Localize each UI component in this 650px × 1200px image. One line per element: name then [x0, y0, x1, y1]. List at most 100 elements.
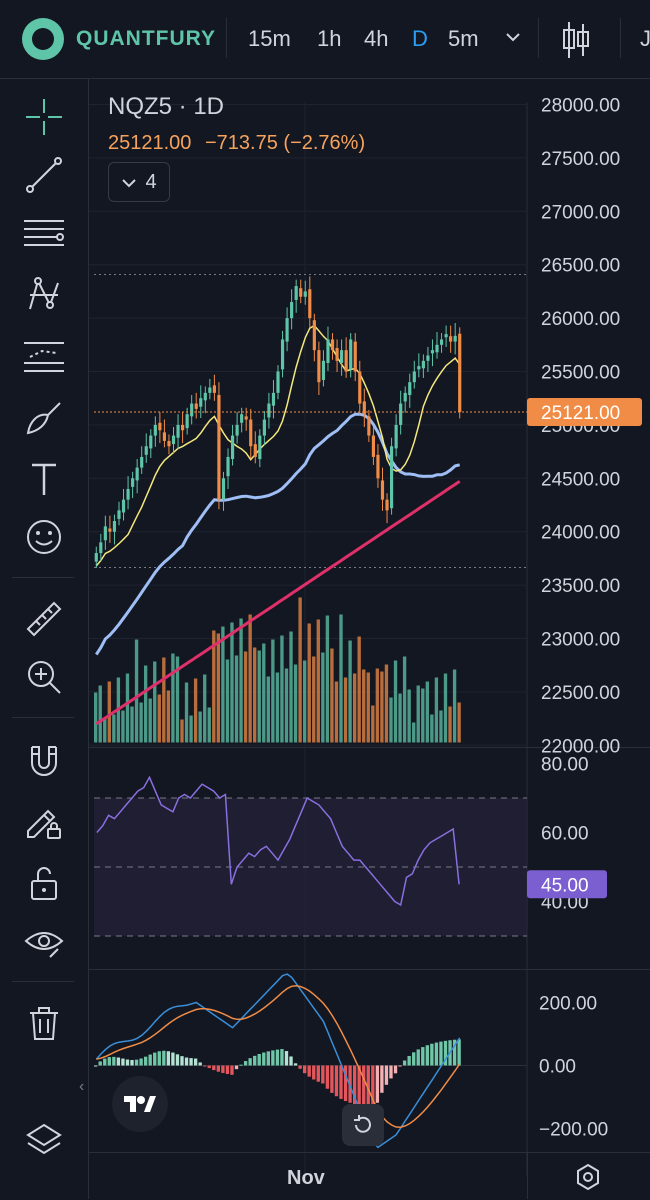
text-icon[interactable] — [20, 455, 68, 503]
volume-bar — [393, 660, 398, 743]
macd-histogram-bar — [103, 1058, 107, 1066]
macd-histogram-bar — [289, 1056, 293, 1066]
macd-histogram-bar — [207, 1065, 211, 1069]
candle-body — [426, 355, 430, 361]
candle-body — [285, 318, 289, 342]
macd-histogram-bar — [307, 1065, 311, 1077]
volume-bar — [362, 669, 366, 743]
macd-histogram-bar — [112, 1056, 116, 1066]
crosshair-icon[interactable] — [20, 93, 68, 141]
volume-bar — [330, 648, 334, 743]
macd-histogram-bar — [266, 1051, 270, 1066]
candles-chart-type-icon[interactable] — [560, 20, 592, 65]
volume-bar — [434, 677, 439, 743]
prediction-measure-icon[interactable] — [20, 333, 68, 381]
macd-histogram-bar — [298, 1065, 302, 1069]
macd-histogram-bar — [412, 1052, 416, 1066]
candle-body — [190, 403, 194, 417]
trash-icon[interactable] — [20, 999, 68, 1047]
candle-body — [444, 334, 448, 338]
trend-line-icon[interactable] — [20, 151, 68, 199]
divider — [12, 577, 74, 578]
price-tick-label: 28000.00 — [541, 96, 620, 117]
timeframe-4h[interactable]: 4h — [364, 26, 389, 51]
macd-histogram-bar — [134, 1059, 139, 1066]
volume-bar — [125, 673, 130, 743]
candle-body — [340, 350, 344, 363]
volume-bar — [321, 652, 325, 743]
macd-histogram-bar — [212, 1065, 216, 1071]
volume-bar — [112, 714, 116, 743]
macd-histogram-bar — [375, 1065, 380, 1103]
macd-histogram-bar — [402, 1060, 407, 1066]
divider — [12, 981, 74, 982]
unlock-icon[interactable] — [20, 859, 68, 907]
drawing-toolbar — [0, 79, 89, 1199]
volume-bar — [198, 711, 202, 743]
macd-histogram-bar — [162, 1050, 166, 1066]
layers-icon[interactable] — [20, 1117, 68, 1165]
rsi-band-fill — [94, 798, 527, 936]
volume-bar — [412, 722, 416, 743]
zoom-in-icon[interactable] — [20, 653, 68, 701]
timeframe-5m[interactable]: 5m — [448, 26, 479, 51]
candle-body — [212, 385, 216, 393]
divider — [226, 18, 227, 58]
magnet-icon[interactable] — [20, 737, 68, 785]
macd-histogram-bar — [366, 1065, 370, 1107]
candle-body — [290, 302, 294, 319]
brush-icon[interactable] — [20, 395, 68, 443]
candle-body — [249, 419, 253, 447]
collapse-toolbar-icon[interactable]: ‹ — [79, 1078, 85, 1095]
volume-bar — [262, 643, 266, 743]
ruler-icon[interactable] — [20, 595, 68, 643]
chart-settings-icon[interactable] — [574, 1163, 602, 1196]
timeframe-1h[interactable]: 1h — [317, 26, 342, 51]
macd-histogram-bar — [343, 1065, 348, 1102]
volume-bar — [343, 677, 348, 743]
macd-histogram-bar — [157, 1051, 161, 1066]
volume-bar — [443, 673, 448, 743]
tradingview-logo-icon[interactable] — [112, 1076, 168, 1132]
macd-histogram-bar — [139, 1058, 143, 1066]
chart-canvas[interactable]: 28000.00 27500.00 27000.00 26500.00 26000.00… — [89, 79, 650, 1199]
volume-bar — [280, 635, 284, 743]
candle-body — [403, 392, 407, 402]
price-tick-label: 25500.00 — [541, 363, 620, 384]
candle-body — [162, 432, 167, 441]
macd-histogram-bar — [316, 1065, 320, 1082]
overflow-tool[interactable]: J — [640, 26, 650, 51]
reset-chart-button[interactable] — [342, 1104, 384, 1146]
indicators-toggle-button[interactable]: 4 — [108, 162, 170, 202]
volume-bar — [312, 656, 316, 743]
macd-histogram-bar — [153, 1052, 157, 1066]
volume-bar — [180, 719, 184, 743]
timeframe-15m[interactable]: 15m — [248, 26, 291, 51]
divider — [12, 717, 74, 718]
macd-histogram-bar — [143, 1056, 148, 1066]
chevron-down-icon[interactable] — [504, 30, 522, 48]
macd-histogram-bar — [389, 1065, 393, 1079]
timeframe-d[interactable]: D — [412, 26, 428, 51]
lock-drawing-icon[interactable] — [20, 797, 68, 845]
volume-bar — [407, 689, 411, 743]
candle-body — [330, 339, 335, 351]
price-tick-label: 22000.00 — [541, 736, 620, 757]
horizontal-lines-icon[interactable] — [20, 209, 68, 257]
eye-icon[interactable] — [20, 919, 68, 967]
rsi-current-label-bg — [527, 870, 607, 899]
candle-body — [208, 387, 212, 393]
volume-bar — [298, 597, 302, 743]
emoji-icon[interactable] — [20, 513, 68, 561]
candle-body — [421, 360, 425, 369]
pattern-icon[interactable] — [20, 271, 68, 319]
candle-body — [99, 542, 103, 554]
symbol-title[interactable]: NQZ5 · 1D — [108, 93, 225, 120]
candle-body — [349, 339, 353, 370]
volume-bar — [94, 692, 98, 743]
macd-histogram-bar — [175, 1054, 180, 1066]
macd-histogram-bar — [171, 1052, 175, 1066]
candle-body — [408, 382, 412, 395]
candle-body — [430, 350, 435, 354]
price-tick-label: 23000.00 — [541, 630, 620, 651]
